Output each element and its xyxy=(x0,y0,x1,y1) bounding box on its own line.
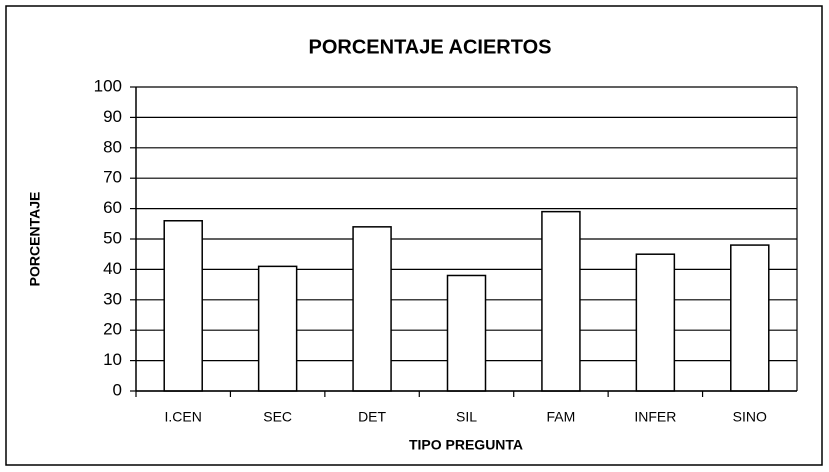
y-tick-label: 0 xyxy=(113,380,122,399)
bar xyxy=(163,220,203,392)
bar xyxy=(352,226,392,392)
x-tick-label: SIL xyxy=(456,409,477,425)
y-tick-label: 40 xyxy=(103,259,122,278)
y-tick-label: 70 xyxy=(103,168,122,187)
x-tick-label: I.CEN xyxy=(165,409,202,425)
x-tick-label: SEC xyxy=(263,409,292,425)
x-tick-label: FAM xyxy=(547,409,576,425)
y-tick-label: 20 xyxy=(103,320,122,339)
x-tick-label: DET xyxy=(358,409,386,425)
x-axis-label: TIPO PREGUNTA xyxy=(409,437,523,453)
y-tick-label: 10 xyxy=(103,350,122,369)
x-tick-label: INFER xyxy=(634,409,676,425)
bar xyxy=(446,274,487,392)
chart-frame xyxy=(5,5,823,466)
bar xyxy=(730,244,770,392)
y-tick-label: 50 xyxy=(103,228,122,247)
y-tick-label: 60 xyxy=(103,198,122,217)
chart-title: PORCENTAJE ACIERTOS xyxy=(309,36,552,58)
bar xyxy=(257,265,298,392)
bar xyxy=(635,253,676,392)
y-tick-label: 90 xyxy=(103,107,122,126)
y-axis-label: PORCENTAJE xyxy=(27,192,43,287)
bar xyxy=(541,210,581,392)
x-tick-label: SINO xyxy=(733,409,767,425)
y-tick-label: 30 xyxy=(103,289,122,308)
y-tick-label: 100 xyxy=(94,76,122,95)
y-tick-label: 80 xyxy=(103,137,122,156)
